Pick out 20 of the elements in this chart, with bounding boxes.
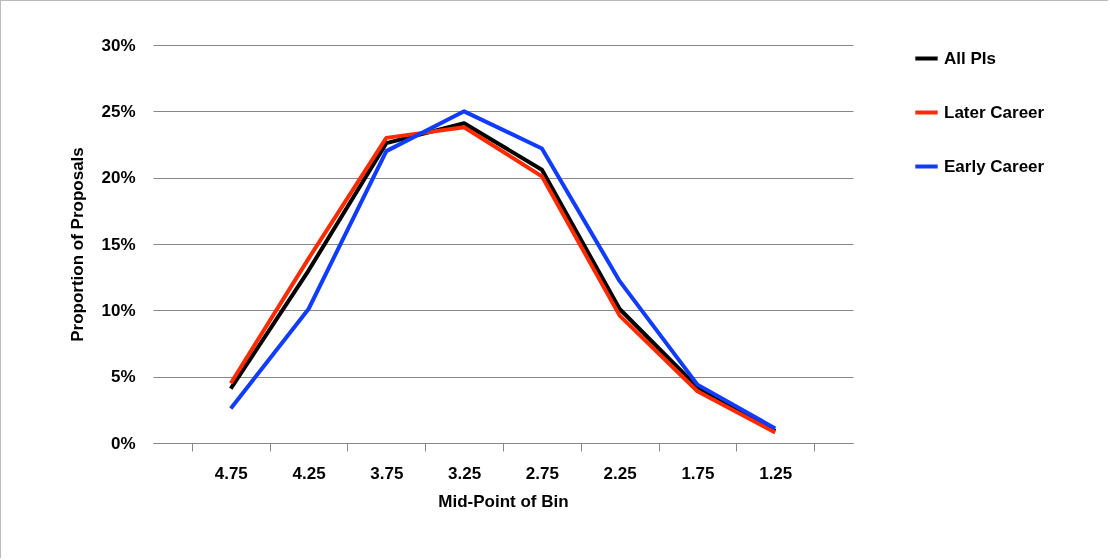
x-tick-label: 3.25 [448,463,482,483]
y-tick-label: 30% [101,35,136,55]
y-tick-label: 25% [101,101,136,121]
y-tick-label: 5% [110,367,136,387]
x-tick-label: 4.75 [214,463,248,483]
y-tick-label: 0% [110,433,136,453]
x-tick-label: 2.75 [525,463,559,483]
legend-label: All PIs [944,48,996,68]
x-tick-label: 4.25 [292,463,326,483]
y-tick-label: 15% [101,234,136,254]
x-tick-label: 1.25 [759,463,793,483]
legend-label: Early Career [944,156,1045,176]
y-axis-title: Proportion of Proposals [68,147,88,342]
x-axis-title: Mid-Point of Bin [438,491,569,511]
legend-label: Later Career [944,102,1045,122]
x-tick-label: 1.75 [681,463,715,483]
x-tick-label: 3.75 [370,463,404,483]
y-tick-label: 20% [101,168,136,188]
x-tick-label: 2.25 [603,463,637,483]
y-tick-label: 10% [101,300,136,320]
